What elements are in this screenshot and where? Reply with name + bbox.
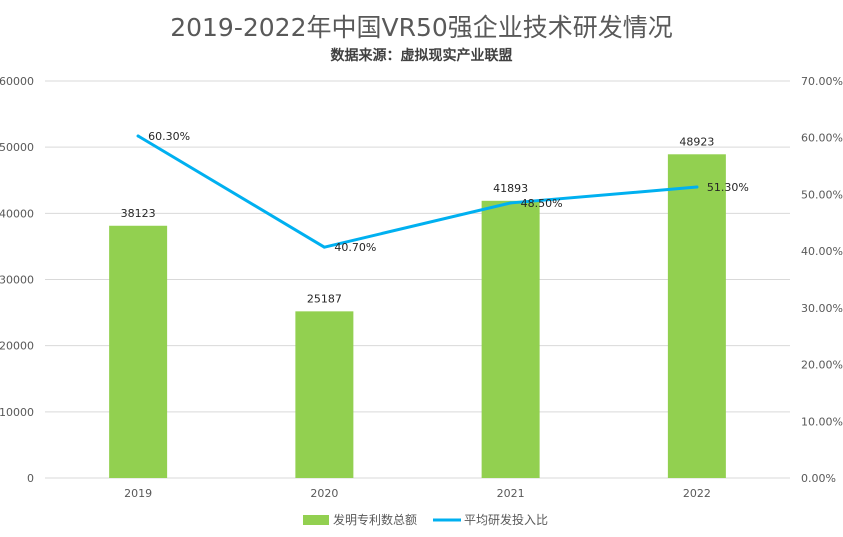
bar-data-label: 41893 — [493, 182, 528, 195]
y-left-tick-label: 40000 — [0, 207, 34, 220]
bar — [109, 225, 168, 478]
y-right-tick-label: 60.00% — [801, 132, 843, 145]
line-data-label: 60.30% — [148, 130, 190, 143]
x-tick-label: 2022 — [683, 487, 711, 500]
line-point — [509, 201, 513, 205]
legend-bar-label: 发明专利数总额 — [333, 512, 417, 527]
y-left-tick-label: 50000 — [0, 141, 34, 154]
y-left-tick-label: 0 — [27, 472, 34, 485]
line-data-label: 40.70% — [334, 241, 376, 254]
y-left-tick-label: 30000 — [0, 274, 34, 287]
y-right-tick-label: 50.00% — [801, 188, 843, 201]
legend-line-label: 平均研发投入比 — [464, 512, 548, 527]
line-point — [695, 185, 699, 189]
y-right-tick-label: 0.00% — [801, 472, 836, 485]
y-right-tick-label: 10.00% — [801, 415, 843, 428]
x-tick-label: 2019 — [124, 487, 152, 500]
line-point — [322, 245, 326, 249]
y-left-tick-label: 20000 — [0, 340, 34, 353]
legend-bar-swatch — [303, 515, 329, 525]
y-right-tick-label: 70.00% — [801, 75, 843, 88]
bar-data-label: 48923 — [679, 135, 714, 148]
line-data-label: 51.30% — [707, 181, 749, 194]
y-left-tick-label: 60000 — [0, 75, 34, 88]
bar — [667, 154, 726, 478]
bar-data-label: 38123 — [121, 207, 156, 220]
y-right-tick-label: 20.00% — [801, 359, 843, 372]
x-tick-label: 2021 — [497, 487, 525, 500]
line-series — [136, 134, 699, 249]
y-left-tick-label: 10000 — [0, 406, 34, 419]
line-data-label: 48.50% — [521, 197, 563, 210]
line-point — [136, 134, 140, 138]
y-right-tick-label: 30.00% — [801, 302, 843, 315]
bar — [481, 200, 540, 478]
bar — [295, 311, 354, 478]
bar-data-label: 25187 — [307, 292, 342, 305]
chart-title: 2019-2022年中国VR50强企业技术研发情况 — [170, 13, 673, 42]
x-tick-label: 2020 — [310, 487, 338, 500]
y-right-tick-label: 40.00% — [801, 245, 843, 258]
chart-subtitle: 数据来源：虚拟现实产业联盟 — [330, 48, 513, 64]
